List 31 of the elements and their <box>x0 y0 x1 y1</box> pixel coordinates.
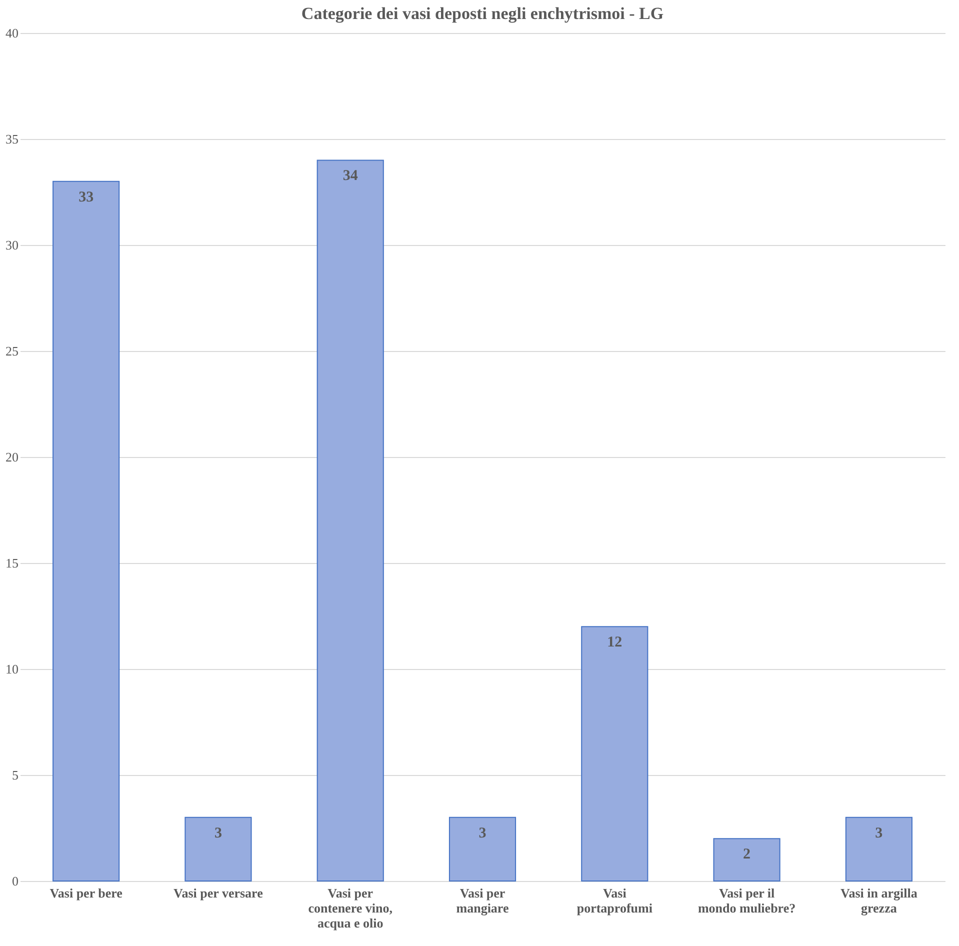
bar <box>845 816 912 882</box>
y-tick-label: 10 <box>6 662 18 676</box>
y-tick-label: 30 <box>6 238 18 252</box>
y-tick-label: 40 <box>6 26 18 40</box>
y-tick-label: 0 <box>12 874 18 888</box>
x-tick-label: Vasi per contenere vino, acqua e olio <box>308 886 392 930</box>
bar <box>184 816 252 882</box>
data-label: 33 <box>78 189 94 206</box>
data-label: 34 <box>342 168 358 184</box>
bar <box>581 626 648 882</box>
y-tick-label: 20 <box>6 450 18 464</box>
data-label: 2 <box>743 846 751 863</box>
bar <box>448 816 516 882</box>
x-tick-label: Vasi per bere <box>50 886 123 900</box>
y-tick-label: 35 <box>6 132 18 146</box>
x-tick-label: Vasi per versare <box>174 886 264 900</box>
y-tick-label: 15 <box>6 556 18 570</box>
y-tick-label: 5 <box>12 768 18 782</box>
bar <box>52 180 120 882</box>
y-tick-label: 25 <box>6 344 18 358</box>
data-label: 3 <box>478 825 486 842</box>
x-tick-label: Vasi in argilla grezza <box>840 886 918 916</box>
x-tick-label: Vasi per il mondo muliebre? <box>698 886 796 916</box>
chart-title: Categorie dei vasi deposti negli enchytrismoi - LG <box>301 4 664 23</box>
data-label: 3 <box>875 825 883 842</box>
x-tick-label: Vasi per mangiare <box>456 886 509 916</box>
bar <box>316 160 384 882</box>
data-label: 12 <box>607 634 622 651</box>
data-label: 3 <box>214 825 222 842</box>
bar <box>713 838 780 882</box>
x-tick-label: Vasi portaprofumi <box>576 886 653 916</box>
